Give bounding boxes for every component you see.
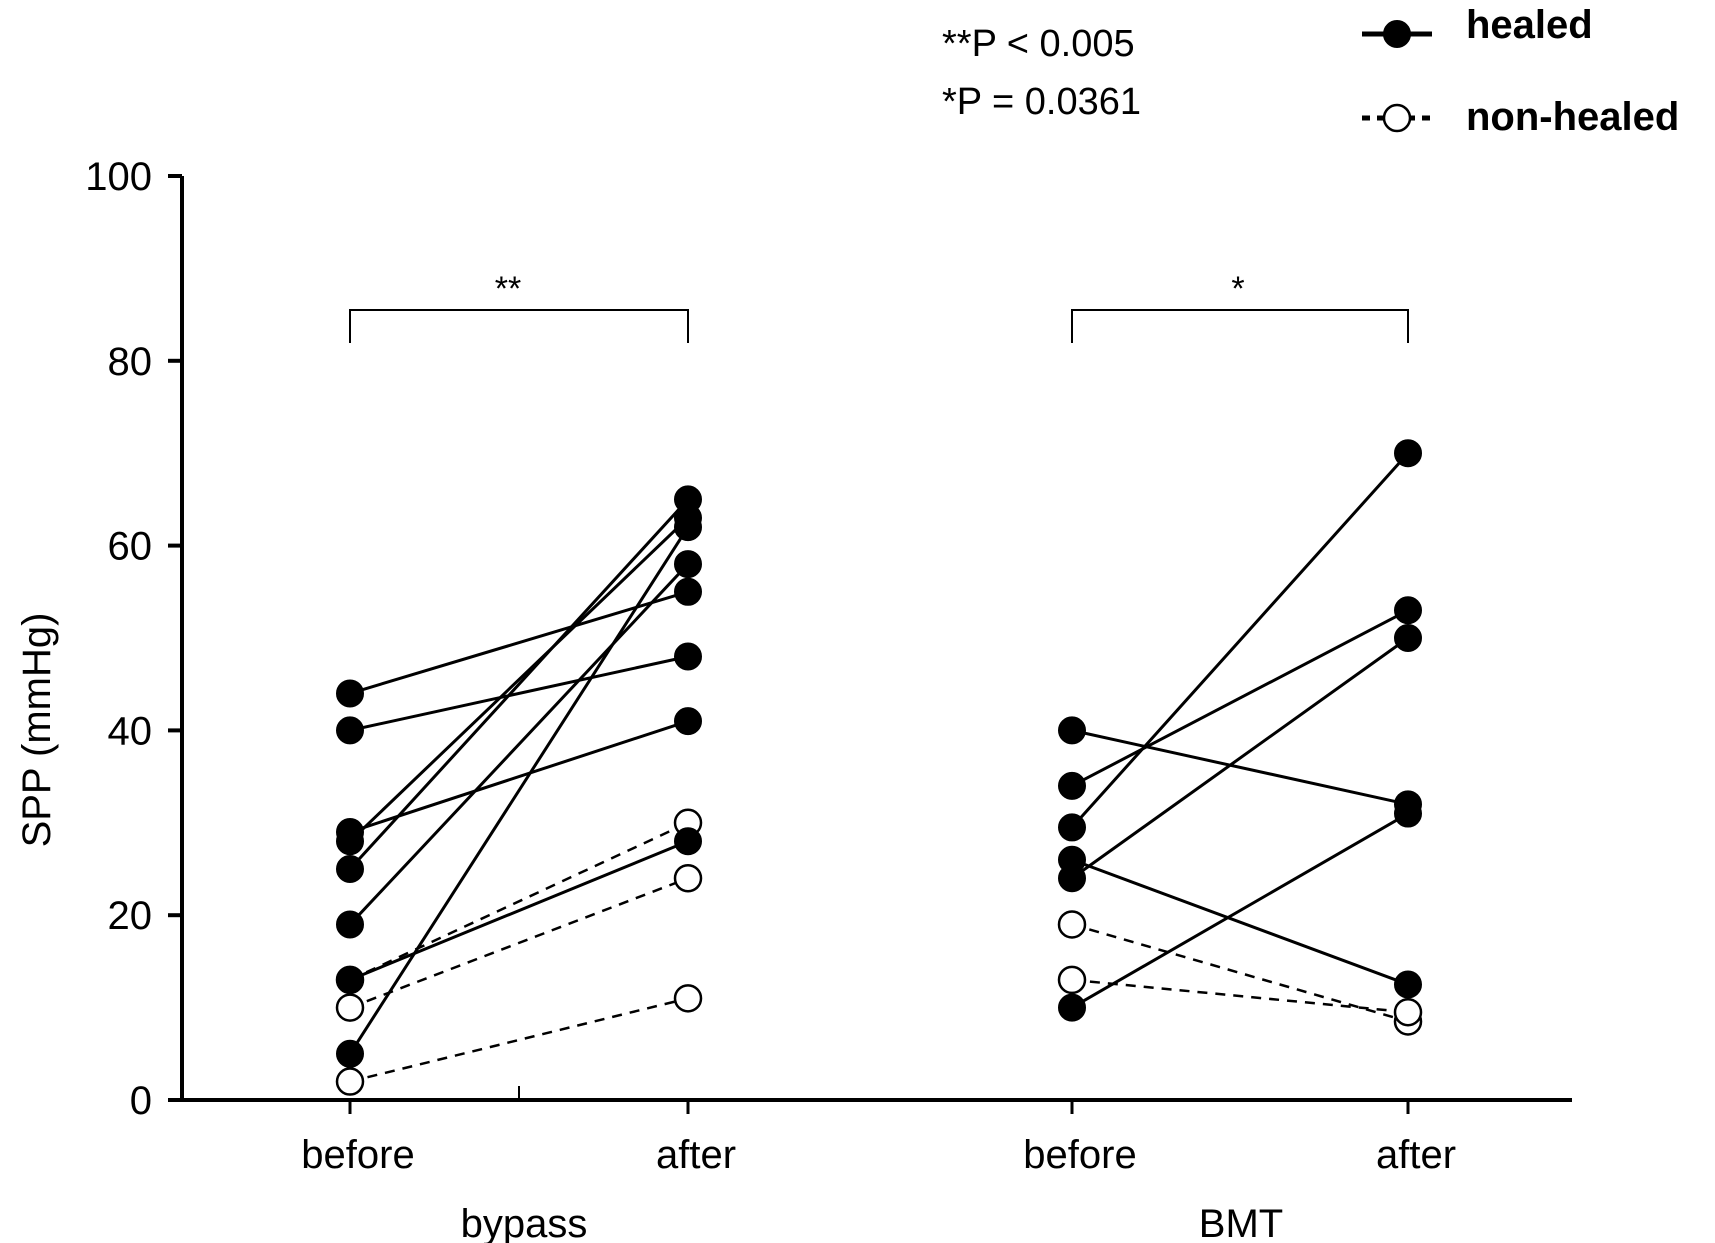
series-line-bypass-3 <box>348 516 690 843</box>
legend-marker-healed <box>1383 20 1411 48</box>
annotation-p-bmt: *P = 0.0361 <box>942 81 1141 123</box>
series-line-bypass-8 <box>349 821 689 982</box>
data-point-bmt-after-4 <box>1394 624 1422 652</box>
series-line-bypass-7 <box>349 839 689 982</box>
series-line-bypass-10 <box>349 997 689 1083</box>
data-point-bmt-before-0 <box>1058 716 1086 745</box>
data-point-bmt-before-7 <box>1057 965 1087 995</box>
data-point-bypass-after-7 <box>674 827 702 856</box>
series-line-bmt-5 <box>1071 812 1409 1009</box>
series-line-bmt-7 <box>1071 978 1409 1014</box>
data-point-bypass-before-0 <box>336 679 364 708</box>
significance-bracket-bypass: ** <box>349 270 689 343</box>
y-tick-label-20: 20 <box>108 894 153 938</box>
data-point-bmt-before-2 <box>1058 813 1086 842</box>
x-tick-label-2: before <box>1023 1133 1136 1177</box>
series-line-bmt-3 <box>1071 858 1409 986</box>
series-points <box>335 439 1423 1096</box>
x-ticks: before after before after <box>301 1086 1456 1177</box>
series-lines <box>348 452 1410 1083</box>
data-point-bypass-before-6 <box>336 1039 364 1068</box>
data-point-bmt-before-5 <box>1058 993 1086 1022</box>
data-point-bypass-before-9 <box>335 993 365 1022</box>
legend-item-healed: healed <box>1362 3 1593 48</box>
data-point-bypass-before-3 <box>336 827 364 856</box>
data-point-bmt-before-1 <box>1058 771 1086 800</box>
data-point-bmt-after-7 <box>1393 997 1423 1027</box>
data-point-bypass-after-0 <box>674 577 702 606</box>
legend: healed non-healed <box>1362 3 1679 139</box>
significance-label-bmt: * <box>1231 270 1244 308</box>
series-line-bypass-9 <box>349 877 689 1009</box>
series-line-bypass-6 <box>348 526 690 1055</box>
data-point-bypass-before-5 <box>336 910 364 939</box>
data-point-bypass-before-10 <box>335 1067 365 1096</box>
data-point-bmt-after-5 <box>1394 799 1422 828</box>
y-ticks: 0 20 40 60 80 100 <box>85 155 182 1123</box>
data-point-bmt-before-4 <box>1058 864 1086 893</box>
x-tick-label-3: after <box>1376 1133 1456 1177</box>
y-tick-label-80: 80 <box>108 340 153 384</box>
data-point-bypass-after-10 <box>673 984 703 1013</box>
legend-marker-non-healed <box>1382 103 1412 133</box>
y-tick-label-0: 0 <box>130 1079 152 1123</box>
annotation-p-bypass: **P < 0.005 <box>942 23 1135 65</box>
data-point-bypass-before-7 <box>336 965 364 994</box>
series-line-bypass-4 <box>348 498 690 871</box>
x-tick-label-0: before <box>301 1133 414 1177</box>
series-line-bypass-1 <box>349 655 689 732</box>
series-line-bmt-0 <box>1071 728 1409 806</box>
data-point-bypass-before-4 <box>336 855 364 883</box>
data-point-bmt-after-3 <box>1394 970 1422 999</box>
significance-bracket-bmt: * <box>1071 270 1409 343</box>
series-line-bypass-2 <box>349 719 689 834</box>
data-point-bypass-after-4 <box>674 485 702 514</box>
y-tick-label-60: 60 <box>108 525 153 569</box>
data-point-bypass-after-5 <box>674 550 702 579</box>
data-point-bypass-after-1 <box>674 642 702 671</box>
data-point-bmt-after-1 <box>1394 596 1422 625</box>
data-point-bmt-after-2 <box>1394 439 1422 468</box>
legend-label-non-healed: non-healed <box>1466 95 1679 139</box>
data-point-bmt-before-6 <box>1057 910 1087 939</box>
legend-item-non-healed: non-healed <box>1362 95 1679 139</box>
series-line-bmt-2 <box>1070 452 1410 829</box>
series-line-bypass-0 <box>349 590 689 695</box>
y-tick-label-40: 40 <box>108 709 153 753</box>
x-tick-label-1: after <box>656 1133 736 1177</box>
data-point-bypass-after-6 <box>674 513 702 542</box>
data-point-bypass-before-1 <box>336 716 364 745</box>
legend-label-healed: healed <box>1466 3 1593 47</box>
data-point-bypass-after-9 <box>673 863 703 893</box>
data-point-bypass-after-2 <box>674 707 702 736</box>
series-line-bmt-4 <box>1071 636 1409 880</box>
group-label-bmt: BMT <box>1199 1202 1283 1243</box>
y-tick-label-100: 100 <box>85 155 152 199</box>
series-line-bmt-6 <box>1071 923 1409 1023</box>
series-line-bypass-5 <box>348 563 690 926</box>
axes <box>180 176 1572 1102</box>
series-line-bmt-1 <box>1071 608 1409 788</box>
group-label-bypass: bypass <box>461 1202 588 1243</box>
y-axis-label: SPP (mmHg) <box>15 613 59 848</box>
significance-label-bypass: ** <box>495 270 521 308</box>
